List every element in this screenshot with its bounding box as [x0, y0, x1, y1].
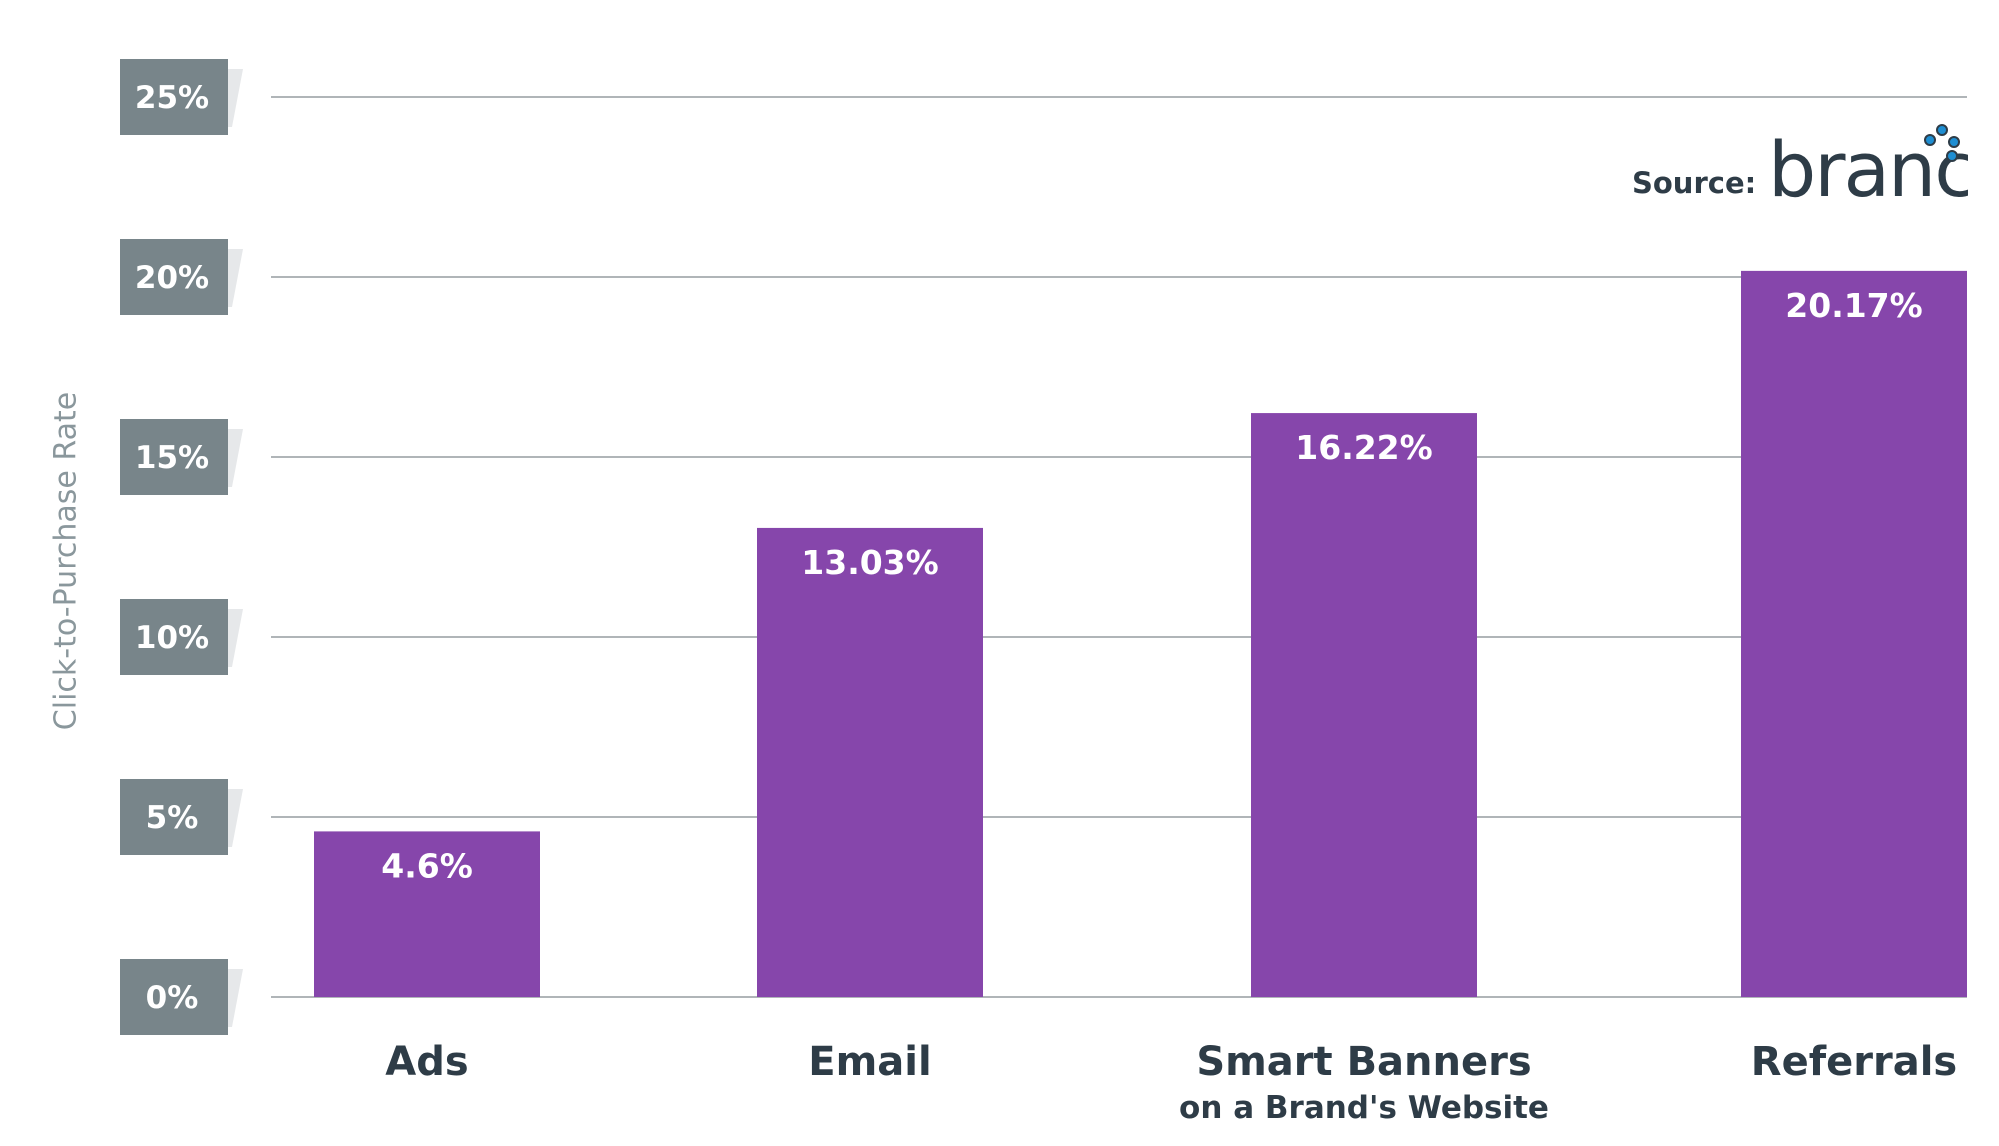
x-tick-label: Referrals [1751, 1039, 1957, 1085]
tick-box-flap [228, 429, 243, 487]
tick-box [120, 779, 228, 855]
gridlines [271, 96, 1967, 998]
y-axis-ticks: 0% 5% 10% 15% 20% 25% [120, 59, 243, 1035]
x-axis-labels: Ads Email Smart Banners on a Brand's Websit… [385, 1039, 1957, 1126]
y-tick-label: 20% [135, 260, 209, 296]
x-tick-label: Ads [385, 1039, 468, 1085]
tick-box [120, 239, 228, 315]
tick-box-flap [228, 789, 243, 847]
bar-email [757, 527, 983, 997]
x-tick-sublabel: on a Brand's Website [1179, 1090, 1549, 1126]
data-label: 4.6% [381, 846, 473, 885]
data-label: 16.22% [1295, 428, 1432, 467]
bar-smart-banners [1251, 413, 1477, 998]
x-tick-label: Smart Banners [1196, 1039, 1531, 1085]
tick-box-flap [228, 969, 243, 1027]
tree-dots-icon [1924, 124, 1960, 162]
tick-box [120, 419, 228, 495]
source-label: Source: [1632, 166, 1757, 200]
tick-box [120, 959, 228, 1035]
data-label: 13.03% [801, 543, 938, 582]
branch-logo: branch [1768, 124, 1968, 200]
bar-ads [314, 831, 540, 997]
x-tick-label: Email [808, 1039, 931, 1085]
y-tick-label: 25% [135, 80, 209, 116]
tick-box [120, 599, 228, 675]
y-tick-label: 15% [135, 440, 209, 476]
branch-logo-text: branch [1768, 125, 1968, 200]
y-tick-label: 10% [135, 620, 209, 656]
y-tick-label: 0% [146, 980, 199, 1016]
bars: 4.6% 13.03% 16.22% 20.17% [314, 270, 1967, 998]
tick-box-flap [228, 609, 243, 667]
bar-referrals [1741, 270, 1967, 997]
y-axis-title: Click-to-Purchase Rate [48, 391, 84, 731]
data-label: 20.17% [1785, 286, 1922, 325]
tick-box-flap [228, 69, 243, 127]
tick-box-flap [228, 249, 243, 307]
tick-box [120, 59, 228, 135]
y-tick-label: 5% [146, 800, 199, 836]
